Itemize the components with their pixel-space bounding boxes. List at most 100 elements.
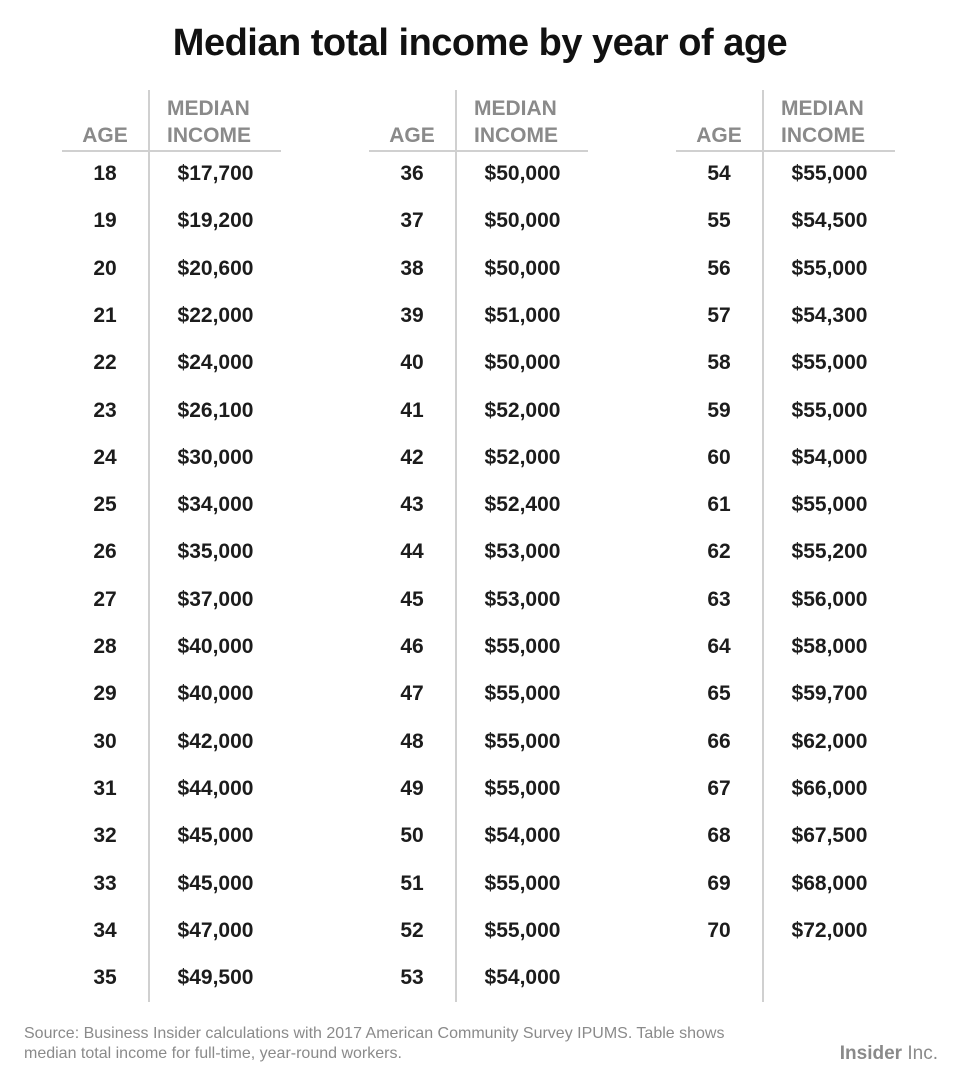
- age-cell: 60: [707, 445, 731, 469]
- table-row: 61 $55,000: [676, 481, 895, 528]
- income-cell: $66,000: [791, 776, 868, 800]
- income-cell: $54,000: [484, 824, 561, 848]
- income-cell: $55,000: [791, 351, 868, 375]
- table-row: 20 $20,600: [62, 245, 281, 292]
- age-cell: 54: [707, 162, 731, 185]
- insider-logo: Insider Inc.: [840, 1043, 938, 1065]
- table-row: 55 $54,500: [676, 197, 895, 244]
- income-cell: $50,000: [484, 351, 561, 375]
- income-cell: $35,000: [177, 540, 254, 564]
- table-row: 68 $67,500: [676, 812, 895, 859]
- income-cell: $59,700: [791, 682, 868, 706]
- age-cell: 46: [400, 635, 424, 658]
- age-cell: 21: [93, 303, 117, 327]
- table-row: 45 $53,000: [369, 576, 588, 623]
- income-cell: $37,000: [177, 587, 254, 611]
- income-cell: $54,000: [484, 966, 561, 990]
- age-cell: 48: [400, 729, 424, 753]
- income-cell: $55,000: [484, 729, 561, 753]
- column-divider: [148, 90, 150, 1002]
- income-cell: $50,000: [484, 209, 561, 233]
- income-cell: $45,000: [177, 871, 254, 895]
- table-row: 18 $17,700: [62, 150, 281, 197]
- income-cell: $55,000: [791, 493, 868, 517]
- table-row: 59 $55,000: [676, 387, 895, 434]
- table-row: 33 $45,000: [62, 860, 281, 907]
- table-row: 22 $24,000: [62, 339, 281, 386]
- age-column-header: AGE: [696, 124, 742, 147]
- table-row: 69 $68,000: [676, 860, 895, 907]
- income-cell: $50,000: [484, 256, 561, 280]
- income-cell: $62,000: [791, 729, 868, 753]
- table-row: 50 $54,000: [369, 812, 588, 859]
- table-row: 29 $40,000: [62, 670, 281, 717]
- table-row: 19 $19,200: [62, 197, 281, 244]
- income-cell: $40,000: [177, 682, 254, 706]
- table-row: 30 $42,000: [62, 718, 281, 765]
- income-cell: $68,000: [791, 871, 868, 895]
- age-cell: 51: [400, 871, 424, 895]
- age-cell: 67: [707, 776, 731, 800]
- income-cell: $54,500: [791, 209, 868, 233]
- table-row: 42 $52,000: [369, 434, 588, 481]
- age-cell: 45: [400, 587, 424, 611]
- table-row: 46 $55,000: [369, 623, 588, 670]
- table-block-3: AGE MEDIAN INCOME 54 $55,000 55 $54,500 56 $5…: [676, 90, 895, 1002]
- age-cell: 25: [93, 493, 117, 517]
- age-cell: 34: [93, 918, 117, 942]
- table-row: 44 $53,000: [369, 528, 588, 575]
- income-cell: $52,400: [484, 493, 561, 517]
- table-row: 54 $55,000: [676, 150, 895, 197]
- income-cell: $50,000: [484, 162, 561, 185]
- income-cell: $40,000: [177, 635, 254, 658]
- table-row: 35 $49,500: [62, 954, 281, 1001]
- income-cell: $53,000: [484, 540, 561, 564]
- income-header-line2: INCOME: [474, 124, 558, 147]
- table-row: 48 $55,000: [369, 718, 588, 765]
- age-cell: 39: [400, 303, 424, 327]
- table-row: 62 $55,200: [676, 528, 895, 575]
- income-cell: $20,600: [177, 256, 254, 280]
- age-cell: 22: [93, 351, 117, 375]
- income-header-line1: MEDIAN: [781, 97, 864, 120]
- table-block-2: AGE MEDIAN INCOME 36 $50,000 37 $50,000 38 $5…: [369, 90, 588, 1002]
- age-cell: 50: [400, 824, 424, 848]
- income-cell: $55,000: [791, 398, 868, 422]
- age-cell: 41: [400, 398, 424, 422]
- income-header-line2: INCOME: [781, 124, 865, 147]
- age-cell: 66: [707, 729, 731, 753]
- income-cell: $45,000: [177, 824, 254, 848]
- income-header-line2: INCOME: [167, 124, 251, 147]
- income-cell: $52,000: [484, 445, 561, 469]
- table-row: 66 $62,000: [676, 718, 895, 765]
- header-divider: [369, 150, 588, 152]
- age-cell: 35: [93, 966, 117, 990]
- age-cell: 59: [707, 398, 731, 422]
- table-row: 58 $55,000: [676, 339, 895, 386]
- age-cell: 58: [707, 351, 731, 375]
- income-header-line1: MEDIAN: [474, 97, 557, 120]
- age-cell: 23: [93, 398, 117, 422]
- age-cell: 65: [707, 682, 731, 706]
- age-cell: 40: [400, 351, 424, 375]
- income-column-header: MEDIAN INCOME: [167, 95, 281, 149]
- age-cell: 52: [400, 918, 424, 942]
- income-cell: $55,000: [484, 871, 561, 895]
- income-cell: $34,000: [177, 493, 254, 517]
- table-row: 60 $54,000: [676, 434, 895, 481]
- table-row: 24 $30,000: [62, 434, 281, 481]
- income-cell: $56,000: [791, 587, 868, 611]
- table-row: 56 $55,000: [676, 245, 895, 292]
- income-tables: AGE MEDIAN INCOME 18 $17,700 19 $19,200 20 $2…: [62, 90, 902, 1002]
- age-cell: 36: [400, 162, 424, 185]
- income-cell: $51,000: [484, 303, 561, 327]
- income-cell: $55,200: [791, 540, 868, 564]
- table-row: 47 $55,000: [369, 670, 588, 717]
- income-cell: $44,000: [177, 776, 254, 800]
- age-cell: 26: [93, 540, 117, 564]
- table-row: 43 $52,400: [369, 481, 588, 528]
- table-row: 70 $72,000: [676, 907, 895, 954]
- income-cell: $52,000: [484, 398, 561, 422]
- table-row: 67 $66,000: [676, 765, 895, 812]
- logo-inc: Inc.: [902, 1043, 938, 1064]
